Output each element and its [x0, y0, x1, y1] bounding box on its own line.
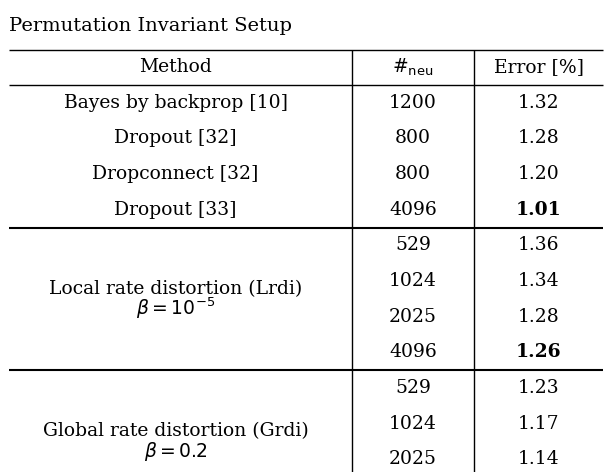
Text: Global rate distortion (Grdi): Global rate distortion (Grdi) [43, 422, 308, 440]
Text: 1.28: 1.28 [518, 129, 559, 147]
Text: Permutation Invariant Setup: Permutation Invariant Setup [9, 17, 292, 34]
Text: Error [%]: Error [%] [493, 58, 584, 76]
Text: 1.01: 1.01 [516, 201, 561, 219]
Text: 1.28: 1.28 [518, 308, 559, 326]
Text: Local rate distortion (Lrdi): Local rate distortion (Lrdi) [49, 280, 302, 298]
Text: 1.36: 1.36 [518, 236, 559, 254]
Text: 800: 800 [395, 129, 431, 147]
Text: 1.34: 1.34 [518, 272, 559, 290]
Text: 800: 800 [395, 165, 431, 183]
Text: 1.26: 1.26 [516, 343, 561, 361]
Text: $\beta = 0.2$: $\beta = 0.2$ [144, 440, 207, 463]
Text: Dropout [33]: Dropout [33] [114, 201, 237, 219]
Text: Bayes by backprop [10]: Bayes by backprop [10] [64, 94, 288, 112]
Text: 1.23: 1.23 [518, 379, 559, 397]
Text: Method: Method [140, 58, 212, 76]
Text: 1024: 1024 [389, 272, 437, 290]
Text: Dropconnect [32]: Dropconnect [32] [92, 165, 259, 183]
Text: 1.14: 1.14 [518, 450, 559, 468]
Text: 4096: 4096 [389, 343, 437, 361]
Text: 1024: 1024 [389, 414, 437, 432]
Text: 529: 529 [395, 379, 431, 397]
Text: Dropout [32]: Dropout [32] [114, 129, 237, 147]
Text: 1.17: 1.17 [518, 414, 559, 432]
Text: 1200: 1200 [389, 94, 437, 112]
Text: 1.32: 1.32 [518, 94, 559, 112]
Text: $\#_{\rm neu}$: $\#_{\rm neu}$ [392, 57, 434, 78]
Text: 1.20: 1.20 [518, 165, 559, 183]
Text: 4096: 4096 [389, 201, 437, 219]
Text: 529: 529 [395, 236, 431, 254]
Text: $\beta = 10^{-5}$: $\beta = 10^{-5}$ [136, 296, 215, 321]
Text: 2025: 2025 [389, 450, 437, 468]
Text: 2025: 2025 [389, 308, 437, 326]
